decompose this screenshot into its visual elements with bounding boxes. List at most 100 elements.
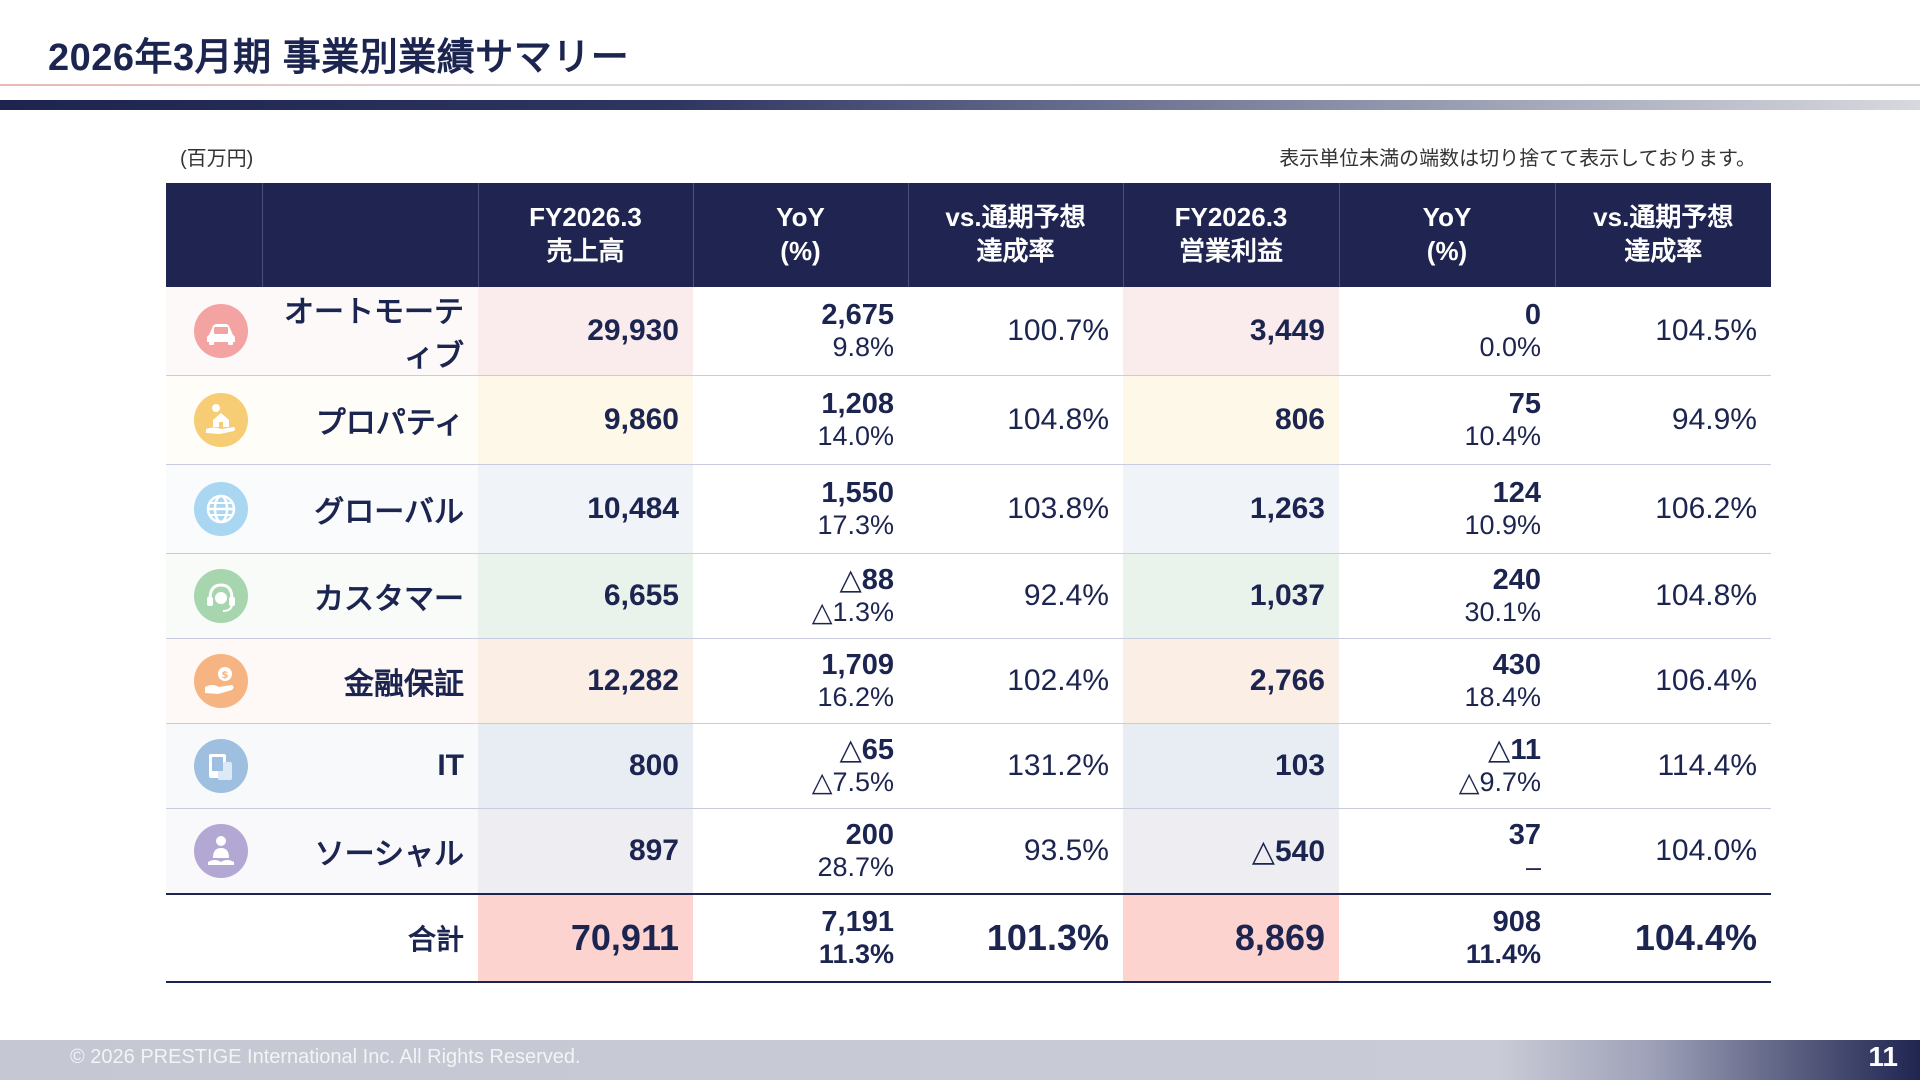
sales-yoy-cell: 1,709 16.2% bbox=[693, 638, 908, 724]
total-operating-profit: 8,869 bbox=[1123, 893, 1339, 983]
op-yoy-amount: △11 bbox=[1488, 733, 1541, 766]
header-op-yoy: YoY (%) bbox=[1339, 183, 1556, 287]
segment-icon-cell bbox=[166, 808, 262, 895]
total-blank bbox=[166, 893, 262, 983]
header-segment-blank bbox=[262, 183, 479, 287]
op-achievement: 104.0% bbox=[1555, 808, 1771, 895]
coin-hand-icon: $ bbox=[194, 654, 248, 708]
segment-icon-cell bbox=[166, 553, 262, 639]
op-yoy-cell: 0 0.0% bbox=[1339, 287, 1555, 376]
header-op-achievement: vs.通期予想 達成率 bbox=[1555, 183, 1771, 287]
sales-achievement: 102.4% bbox=[908, 638, 1123, 724]
title-accent-bar bbox=[0, 100, 1920, 110]
op-yoy-amount: 0 bbox=[1524, 298, 1541, 331]
total-op-yoy-cell: 908 11.4% bbox=[1339, 893, 1555, 983]
op-yoy-amount: 37 bbox=[1508, 818, 1541, 851]
segment-name: IT bbox=[262, 723, 478, 809]
op-achievement: 106.4% bbox=[1555, 638, 1771, 724]
header-sales: FY2026.3 売上高 bbox=[478, 183, 694, 287]
op-yoy-cell: 37– bbox=[1339, 808, 1555, 895]
sales-achievement: 100.7% bbox=[908, 287, 1123, 376]
header-sales-achievement: vs.通期予想 達成率 bbox=[908, 183, 1124, 287]
sales-value: 6,655 bbox=[478, 553, 693, 639]
devices-icon bbox=[194, 739, 248, 793]
people-icon bbox=[194, 824, 248, 878]
sales-value: 897 bbox=[478, 808, 693, 895]
total-sales: 70,911 bbox=[478, 893, 693, 983]
table-row: $ 金融保証 12,282 1,709 16.2% 102.4% 2,766 430 18.4%… bbox=[166, 638, 1771, 724]
page-title: 2026年3月期 事業別業績サマリー bbox=[48, 37, 630, 79]
total-op-achievement: 104.4% bbox=[1555, 893, 1771, 983]
svg-text:$: $ bbox=[222, 670, 229, 681]
op-yoy-percent: 0.0% bbox=[1479, 332, 1541, 363]
segment-icon-cell bbox=[166, 723, 262, 809]
table-header-row: FY2026.3 売上高 YoY (%) vs.通期予想 達成率 FY2026.3 営業… bbox=[166, 183, 1771, 287]
sales-achievement: 103.8% bbox=[908, 464, 1123, 554]
sales-yoy-amount: 2,675 bbox=[821, 298, 894, 331]
op-achievement: 104.5% bbox=[1555, 287, 1771, 376]
header-sales-yoy: YoY (%) bbox=[693, 183, 909, 287]
total-sales-yoy-percent: 11.3% bbox=[818, 939, 894, 970]
table-row: グローバル 10,484 1,550 17.3% 103.8% 1,263 124 10.9%… bbox=[166, 464, 1771, 554]
op-yoy-amount: 240 bbox=[1492, 563, 1541, 596]
globe-icon bbox=[194, 482, 248, 536]
header-icon-blank bbox=[166, 183, 263, 287]
op-yoy-amount: 75 bbox=[1508, 387, 1541, 420]
op-yoy-percent: 10.9% bbox=[1464, 510, 1541, 541]
sales-value: 12,282 bbox=[478, 638, 693, 724]
rounding-note: 表示単位未満の端数は切り捨てて表示しております。 bbox=[1279, 148, 1756, 170]
op-yoy-amount: 430 bbox=[1492, 648, 1541, 681]
operating-profit-value: 806 bbox=[1123, 375, 1339, 465]
sales-yoy-cell: 200 28.7% bbox=[693, 808, 908, 895]
sales-yoy-percent: 16.2% bbox=[817, 682, 894, 713]
sales-yoy-cell: 1,550 17.3% bbox=[693, 464, 908, 554]
total-op-yoy-amount: 908 bbox=[1492, 905, 1541, 938]
segment-name: ソーシャル bbox=[262, 808, 478, 895]
segment-icon-cell bbox=[166, 287, 262, 376]
op-yoy-cell: 240 30.1% bbox=[1339, 553, 1555, 639]
sales-yoy-percent: △1.3% bbox=[811, 597, 894, 628]
title-divider bbox=[0, 84, 1920, 86]
segment-icon-cell bbox=[166, 375, 262, 465]
table-row: IT 800 △65 △7.5% 131.2% 103 △11 △9.7% 114.4% bbox=[166, 723, 1771, 809]
segment-name: グローバル bbox=[262, 464, 478, 554]
sales-achievement: 93.5% bbox=[908, 808, 1123, 895]
sales-yoy-amount: 200 bbox=[845, 818, 894, 851]
op-yoy-percent: 10.4% bbox=[1464, 421, 1541, 452]
total-sales-yoy-cell: 7,191 11.3% bbox=[693, 893, 908, 983]
segment-name: オートモーティブ bbox=[262, 287, 478, 376]
footer-bar bbox=[0, 1040, 1920, 1080]
sales-yoy-percent: 28.7% bbox=[817, 852, 894, 883]
headset-icon bbox=[194, 569, 248, 623]
sales-yoy-cell: △88 △1.3% bbox=[693, 553, 908, 639]
sales-value: 800 bbox=[478, 723, 693, 809]
operating-profit-value: △540 bbox=[1123, 808, 1339, 895]
operating-profit-value: 1,263 bbox=[1123, 464, 1339, 554]
sales-yoy-amount: 1,550 bbox=[821, 476, 894, 509]
sales-achievement: 92.4% bbox=[908, 553, 1123, 639]
operating-profit-value: 3,449 bbox=[1123, 287, 1339, 376]
sales-yoy-amount: △88 bbox=[839, 563, 894, 596]
sales-value: 9,860 bbox=[478, 375, 693, 465]
house-hand-icon bbox=[194, 393, 248, 447]
table-row: カスタマー 6,655 △88 △1.3% 92.4% 1,037 240 30.1% 104.… bbox=[166, 553, 1771, 639]
sales-achievement: 104.8% bbox=[908, 375, 1123, 465]
segment-icon-cell: $ bbox=[166, 638, 262, 724]
sales-yoy-percent: 17.3% bbox=[817, 510, 894, 541]
op-achievement: 104.8% bbox=[1555, 553, 1771, 639]
sales-value: 29,930 bbox=[478, 287, 693, 376]
operating-profit-value: 103 bbox=[1123, 723, 1339, 809]
segment-summary-table: FY2026.3 売上高 YoY (%) vs.通期予想 達成率 FY2026.3 営業… bbox=[166, 183, 1771, 983]
op-yoy-percent: – bbox=[1525, 852, 1541, 883]
operating-profit-value: 1,037 bbox=[1123, 553, 1339, 639]
total-sales-yoy-amount: 7,191 bbox=[821, 905, 894, 938]
segment-icon-cell bbox=[166, 464, 262, 554]
table-row: オートモーティブ 29,930 2,675 9.8% 100.7% 3,449 0 0.0% 1… bbox=[166, 287, 1771, 376]
op-yoy-percent: 30.1% bbox=[1464, 597, 1541, 628]
sales-yoy-percent: 14.0% bbox=[817, 421, 894, 452]
op-yoy-amount: 124 bbox=[1492, 476, 1541, 509]
total-sales-achievement: 101.3% bbox=[908, 893, 1123, 983]
sales-value: 10,484 bbox=[478, 464, 693, 554]
op-yoy-percent: △9.7% bbox=[1458, 767, 1541, 798]
unit-label: (百万円) bbox=[180, 148, 254, 170]
